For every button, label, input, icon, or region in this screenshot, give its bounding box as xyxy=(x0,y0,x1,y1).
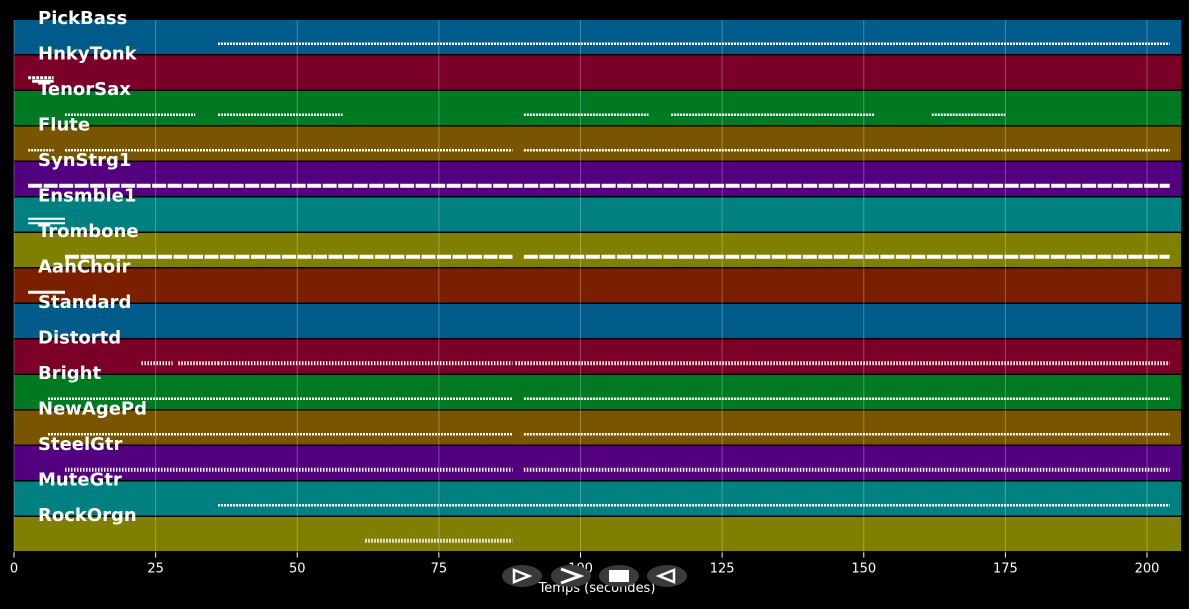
grid-layer xyxy=(13,20,1148,553)
track-label-newagepd: NewAgePd xyxy=(38,399,147,420)
track-label-bright: Bright xyxy=(38,363,101,384)
stop-icon xyxy=(609,570,629,582)
x-tick-label: 25 xyxy=(147,562,164,577)
x-tick-label: 175 xyxy=(993,562,1018,577)
track-label-pickbass: PickBass xyxy=(38,8,127,29)
button-background xyxy=(647,565,687,587)
play-from-start-button[interactable] xyxy=(502,565,542,587)
x-tick-label: 150 xyxy=(851,562,876,577)
rewind-button[interactable] xyxy=(647,565,687,587)
tracks-layer xyxy=(14,20,1181,551)
x-tick-label: 200 xyxy=(1135,562,1160,577)
track-lane-ensmble1 xyxy=(14,197,1181,232)
track-label-distortd: Distortd xyxy=(38,328,121,349)
track-label-trombone: Trombone xyxy=(38,221,139,242)
track-lane-steelgtr xyxy=(14,446,1181,480)
x-tick-label: 125 xyxy=(710,562,735,577)
button-background xyxy=(551,565,591,587)
play-button[interactable] xyxy=(551,565,591,587)
playback-controls xyxy=(502,565,687,587)
track-label-ensmble1: Ensmble1 xyxy=(38,186,136,207)
track-label-tenorsax: TenorSax xyxy=(38,79,131,100)
track-lane-flute xyxy=(14,126,1181,161)
x-tick-label: 75 xyxy=(431,562,448,577)
track-label-synstrg1: SynStrg1 xyxy=(38,150,131,171)
track-lane-aahchoir xyxy=(14,268,1181,303)
track-lane-pickbass xyxy=(14,20,1181,54)
track-label-aahchoir: AahChoir xyxy=(38,257,130,278)
track-label-mutegtr: MuteGtr xyxy=(38,470,122,491)
track-label-steelgtr: SteelGtr xyxy=(38,434,123,455)
track-labels: PickBass HnkyTonk TenorSax Flute SynStrg1 Ens… xyxy=(38,8,147,526)
track-label-flute: Flute xyxy=(38,115,90,136)
track-label-rockorgn: RockOrgn xyxy=(38,505,137,526)
track-lane-mutegtr xyxy=(14,481,1181,516)
track-lane-trombone xyxy=(14,233,1181,267)
x-tick-label: 0 xyxy=(10,562,18,577)
stop-button[interactable] xyxy=(599,565,639,587)
track-lane-standard xyxy=(14,304,1181,338)
chevron-right-icon xyxy=(560,567,585,585)
track-lane-tenorsax xyxy=(14,91,1181,125)
track-lane-distortd xyxy=(14,339,1181,374)
rewind-icon xyxy=(655,568,676,584)
x-tick-label: 50 xyxy=(289,562,306,577)
track-lane-synstrg1 xyxy=(14,162,1181,196)
track-lane-bright xyxy=(14,375,1181,409)
track-label-standard: Standard xyxy=(38,292,131,313)
track-lane-rockorgn xyxy=(14,517,1181,551)
button-background xyxy=(502,565,542,587)
notes-layer xyxy=(28,42,1170,543)
track-lane-hnkytonk xyxy=(14,55,1181,90)
x-axis-label: Temps (secondes) xyxy=(538,581,656,596)
track-label-hnkytonk: HnkyTonk xyxy=(38,44,138,65)
track-lane-newagepd xyxy=(14,410,1181,445)
play-outline-icon xyxy=(512,568,533,584)
